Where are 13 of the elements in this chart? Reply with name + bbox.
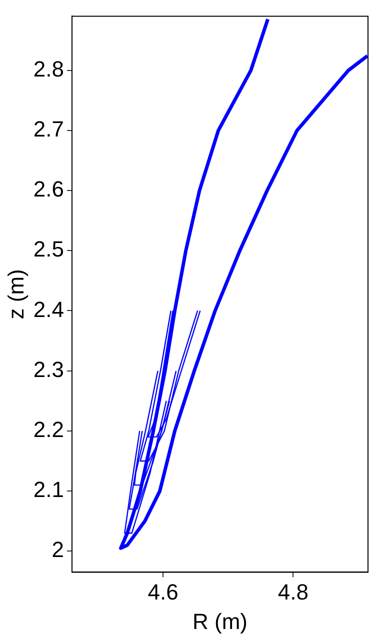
- y-tick-label: 2.5: [33, 236, 64, 262]
- y-tick-label: 2.3: [33, 356, 64, 382]
- y-tick-label: 2.7: [33, 116, 64, 142]
- y-tick-label: 2: [52, 537, 64, 562]
- x-axis-title: R (m): [192, 608, 248, 634]
- y-tick-label: 2.6: [33, 176, 64, 202]
- x-tick-label: 4.6: [148, 579, 178, 604]
- y-tick-label: 2.2: [33, 417, 64, 442]
- y-tick-label: 2.1: [33, 477, 64, 502]
- x-tick-label: 4.8: [278, 579, 308, 604]
- y-tick-label: 2.4: [33, 296, 64, 322]
- y-axis-title: z (m): [3, 269, 28, 320]
- y-tick-label: 2.8: [33, 56, 64, 82]
